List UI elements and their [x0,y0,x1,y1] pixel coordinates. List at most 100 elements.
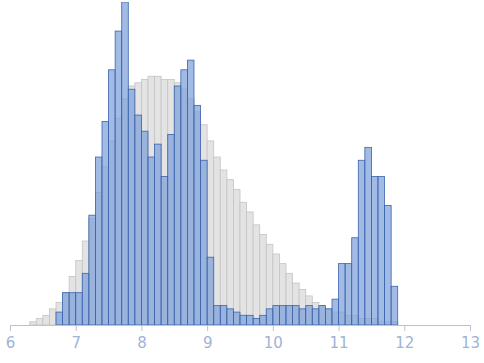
histogram-bar [201,125,208,325]
histogram-bar [365,147,372,325]
histogram-bar [319,306,326,325]
plot-area [30,2,398,325]
histogram-bar [266,244,273,325]
histogram-bar [260,235,267,325]
histogram-bar [69,277,76,325]
histogram-bar [194,105,201,325]
histogram-bar [299,309,306,325]
x-axis-line [11,326,471,332]
histogram-bar [312,309,319,325]
histogram-bar [49,309,56,325]
x-tick-label: 9 [203,334,213,352]
histogram-bar [358,160,365,325]
series-0 [30,76,398,325]
histogram-bar [168,80,175,325]
series-1 [56,2,398,325]
histogram-bar [306,296,313,325]
x-tick-mark [470,325,471,331]
histogram-bar [141,131,148,325]
histogram-bar [36,325,43,326]
histogram-bar [128,89,135,325]
histogram-bar [122,2,129,325]
histogram-bar [36,319,43,325]
histogram-bar [293,306,300,325]
x-tick-mark [10,325,11,331]
histogram-bar [325,309,332,325]
x-tick-label: 7 [71,334,81,352]
histogram-bar [214,157,221,325]
x-tick-label: 11 [330,334,349,352]
x-tick-mark [339,325,340,331]
histogram-bar [43,325,50,326]
histogram-bar [30,325,37,326]
histogram-bar [378,176,385,325]
x-tick: 6 [6,325,16,352]
histogram-bar [63,293,70,325]
histogram-bar [220,170,227,325]
histogram-bar [207,141,214,325]
x-tick-mark [404,325,405,331]
histogram-bar [174,86,181,325]
x-tick-label: 10 [264,334,283,352]
histogram-bar [391,286,398,325]
histogram-bar [69,293,76,325]
histogram-bar [102,122,109,325]
x-axis: 678910111213 [6,325,480,352]
histogram-bar [161,176,168,325]
histogram-bar [306,306,313,325]
histogram-bar [115,31,122,325]
histogram-bar [187,60,194,325]
histogram-bar [181,70,188,325]
histogram-bar [135,115,142,325]
histogram-bar [312,302,319,325]
histogram-bar [273,254,280,325]
histogram-bar [76,293,83,325]
histogram-bar [398,325,405,326]
histogram-bar [23,325,30,326]
x-tick-mark [273,325,274,331]
histogram-bar [174,83,181,325]
histogram-bar [23,325,30,326]
histogram-bar [339,264,346,325]
histogram-bar [227,180,234,325]
x-tick-label: 12 [395,334,414,352]
histogram-bar [385,205,392,325]
histogram-bar [207,257,214,325]
x-tick: 13 [461,325,480,352]
x-tick-label: 13 [461,334,480,352]
histogram-bar [201,160,208,325]
x-tick: 7 [71,325,81,352]
histogram-bar [89,215,96,325]
histogram-bar [286,306,293,325]
histogram-bar [148,157,155,325]
histogram-bar [155,76,162,325]
histogram-bar [273,306,280,325]
histogram-bar [404,325,411,326]
histogram-bar [279,264,286,325]
histogram-bar [168,134,175,325]
histogram-bar [227,309,234,325]
histogram-bar [49,325,56,326]
histogram-bar [135,83,142,325]
histogram-bar [43,315,50,325]
histogram-bar [95,157,102,325]
x-tick-mark [207,325,208,331]
histogram-bar [155,144,162,325]
histogram-bar [371,176,378,325]
histogram-bar [214,306,221,325]
histogram-bar [319,306,326,325]
x-tick-mark [76,325,77,331]
histogram-bar [293,283,300,325]
x-tick-label: 6 [6,334,16,352]
histogram-bar [404,325,411,326]
histogram-bar [240,315,247,325]
histogram-bar [345,264,352,325]
histogram-bar [82,241,89,325]
histogram-bar [266,309,273,325]
histogram-bar [76,260,83,325]
histogram-bar [56,312,63,325]
histogram-bar [299,289,306,325]
histogram-bar [148,76,155,325]
histogram-bar [332,299,339,325]
histogram-bar [253,319,260,325]
